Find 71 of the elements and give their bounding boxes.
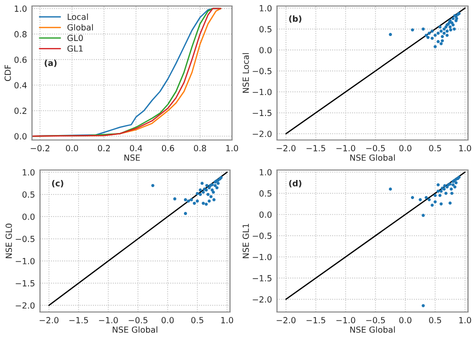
- y-tick-label: −1.0: [16, 258, 35, 264]
- y-tick-label: 0.4: [14, 82, 27, 88]
- y-tick-label: −2.0: [252, 130, 272, 138]
- y-tick-label: 0.8: [14, 31, 27, 38]
- legend-label: Local: [68, 14, 88, 20]
- x-tick-label: 0.5: [191, 317, 204, 324]
- y-tick-label: −0.5: [252, 68, 272, 74]
- y-tick-label: 0.6: [14, 56, 27, 63]
- y-tick-label: −1.5: [16, 280, 34, 286]
- y-tick-label: −1.5: [252, 110, 272, 116]
- x-axis-title: NSE: [124, 154, 140, 161]
- annotation: (a): [44, 60, 57, 68]
- x-tick-label: −1.0: [336, 145, 356, 152]
- y-tick-label: −1.0: [252, 88, 272, 96]
- y-axis-title: NSE GL0: [6, 224, 12, 258]
- x-tick-label: −1.0: [336, 317, 356, 324]
- legend-label: Global: [67, 24, 93, 31]
- x-tick-label: −1.0: [99, 317, 118, 324]
- y-tick-label: −1.5: [252, 275, 272, 282]
- x-tick-label: 1.0: [221, 317, 234, 324]
- x-tick-label: −0.5: [128, 317, 148, 324]
- x-axis-title: NSE Global: [112, 326, 158, 333]
- x-tick-label: 0.5: [429, 145, 442, 152]
- y-axis-title: NSE GL1: [242, 224, 249, 258]
- x-tick-label: −2.0: [276, 145, 296, 152]
- y-tick-label: −0.5: [252, 232, 272, 239]
- x-tick-label: −0.2: [30, 145, 50, 152]
- y-tick-label: −0.5: [16, 236, 34, 242]
- y-tick-label: −2.0: [252, 296, 272, 303]
- y-tick-label: 0.0: [22, 214, 35, 220]
- x-axis-title: NSE Global: [350, 326, 395, 333]
- x-tick-label: 1.0: [226, 145, 238, 152]
- x-tick-label: −0.5: [366, 317, 385, 324]
- y-tick-label: 0.5: [259, 26, 272, 32]
- x-tick-label: 0.0: [66, 145, 78, 152]
- y-tick-label: 0.0: [259, 46, 272, 54]
- y-tick-label: 1.0: [14, 6, 27, 12]
- x-tick-label: 0.0: [162, 317, 174, 324]
- y-tick-label: 0.2: [14, 108, 26, 114]
- legend-label: GL1: [67, 45, 83, 52]
- x-axis-title: NSE Global: [350, 154, 395, 161]
- x-tick-label: −2.0: [276, 317, 296, 324]
- annotation: (d): [289, 180, 302, 188]
- x-tick-label: −1.5: [306, 317, 326, 324]
- x-tick-label: 0.4: [130, 145, 142, 152]
- x-tick-label: 0.0: [399, 145, 412, 152]
- y-axis-title: CDF: [4, 64, 11, 82]
- y-tick-label: 0.0: [259, 211, 272, 218]
- x-tick-label: −1.5: [306, 145, 326, 152]
- x-tick-label: 0.0: [399, 317, 412, 324]
- x-tick-label: −1.5: [69, 317, 88, 324]
- x-tick-label: 1.0: [459, 317, 472, 324]
- annotation: (b): [289, 15, 302, 23]
- y-axis-title: NSE Local: [242, 53, 249, 93]
- x-tick-label: 1.0: [459, 145, 472, 152]
- x-tick-label: 0.5: [429, 317, 442, 324]
- x-tick-label: 0.2: [98, 145, 110, 152]
- y-tick-label: −2.0: [16, 302, 35, 309]
- y-tick-label: 0.0: [14, 133, 27, 140]
- y-tick-label: 1.0: [260, 5, 272, 12]
- x-tick-label: 0.6: [162, 145, 174, 152]
- annotation: (c): [52, 180, 64, 188]
- y-tick-label: 0.5: [259, 190, 272, 197]
- legend-label: GL0: [67, 34, 83, 42]
- y-tick-label: 0.5: [22, 191, 34, 198]
- y-tick-label: −1.0: [252, 254, 272, 260]
- x-tick-label: −2.0: [40, 317, 58, 324]
- x-tick-label: −0.5: [366, 145, 385, 152]
- y-tick-label: 1.0: [22, 169, 35, 176]
- y-tick-label: 1.0: [260, 169, 272, 176]
- x-tick-label: 0.8: [194, 145, 206, 152]
